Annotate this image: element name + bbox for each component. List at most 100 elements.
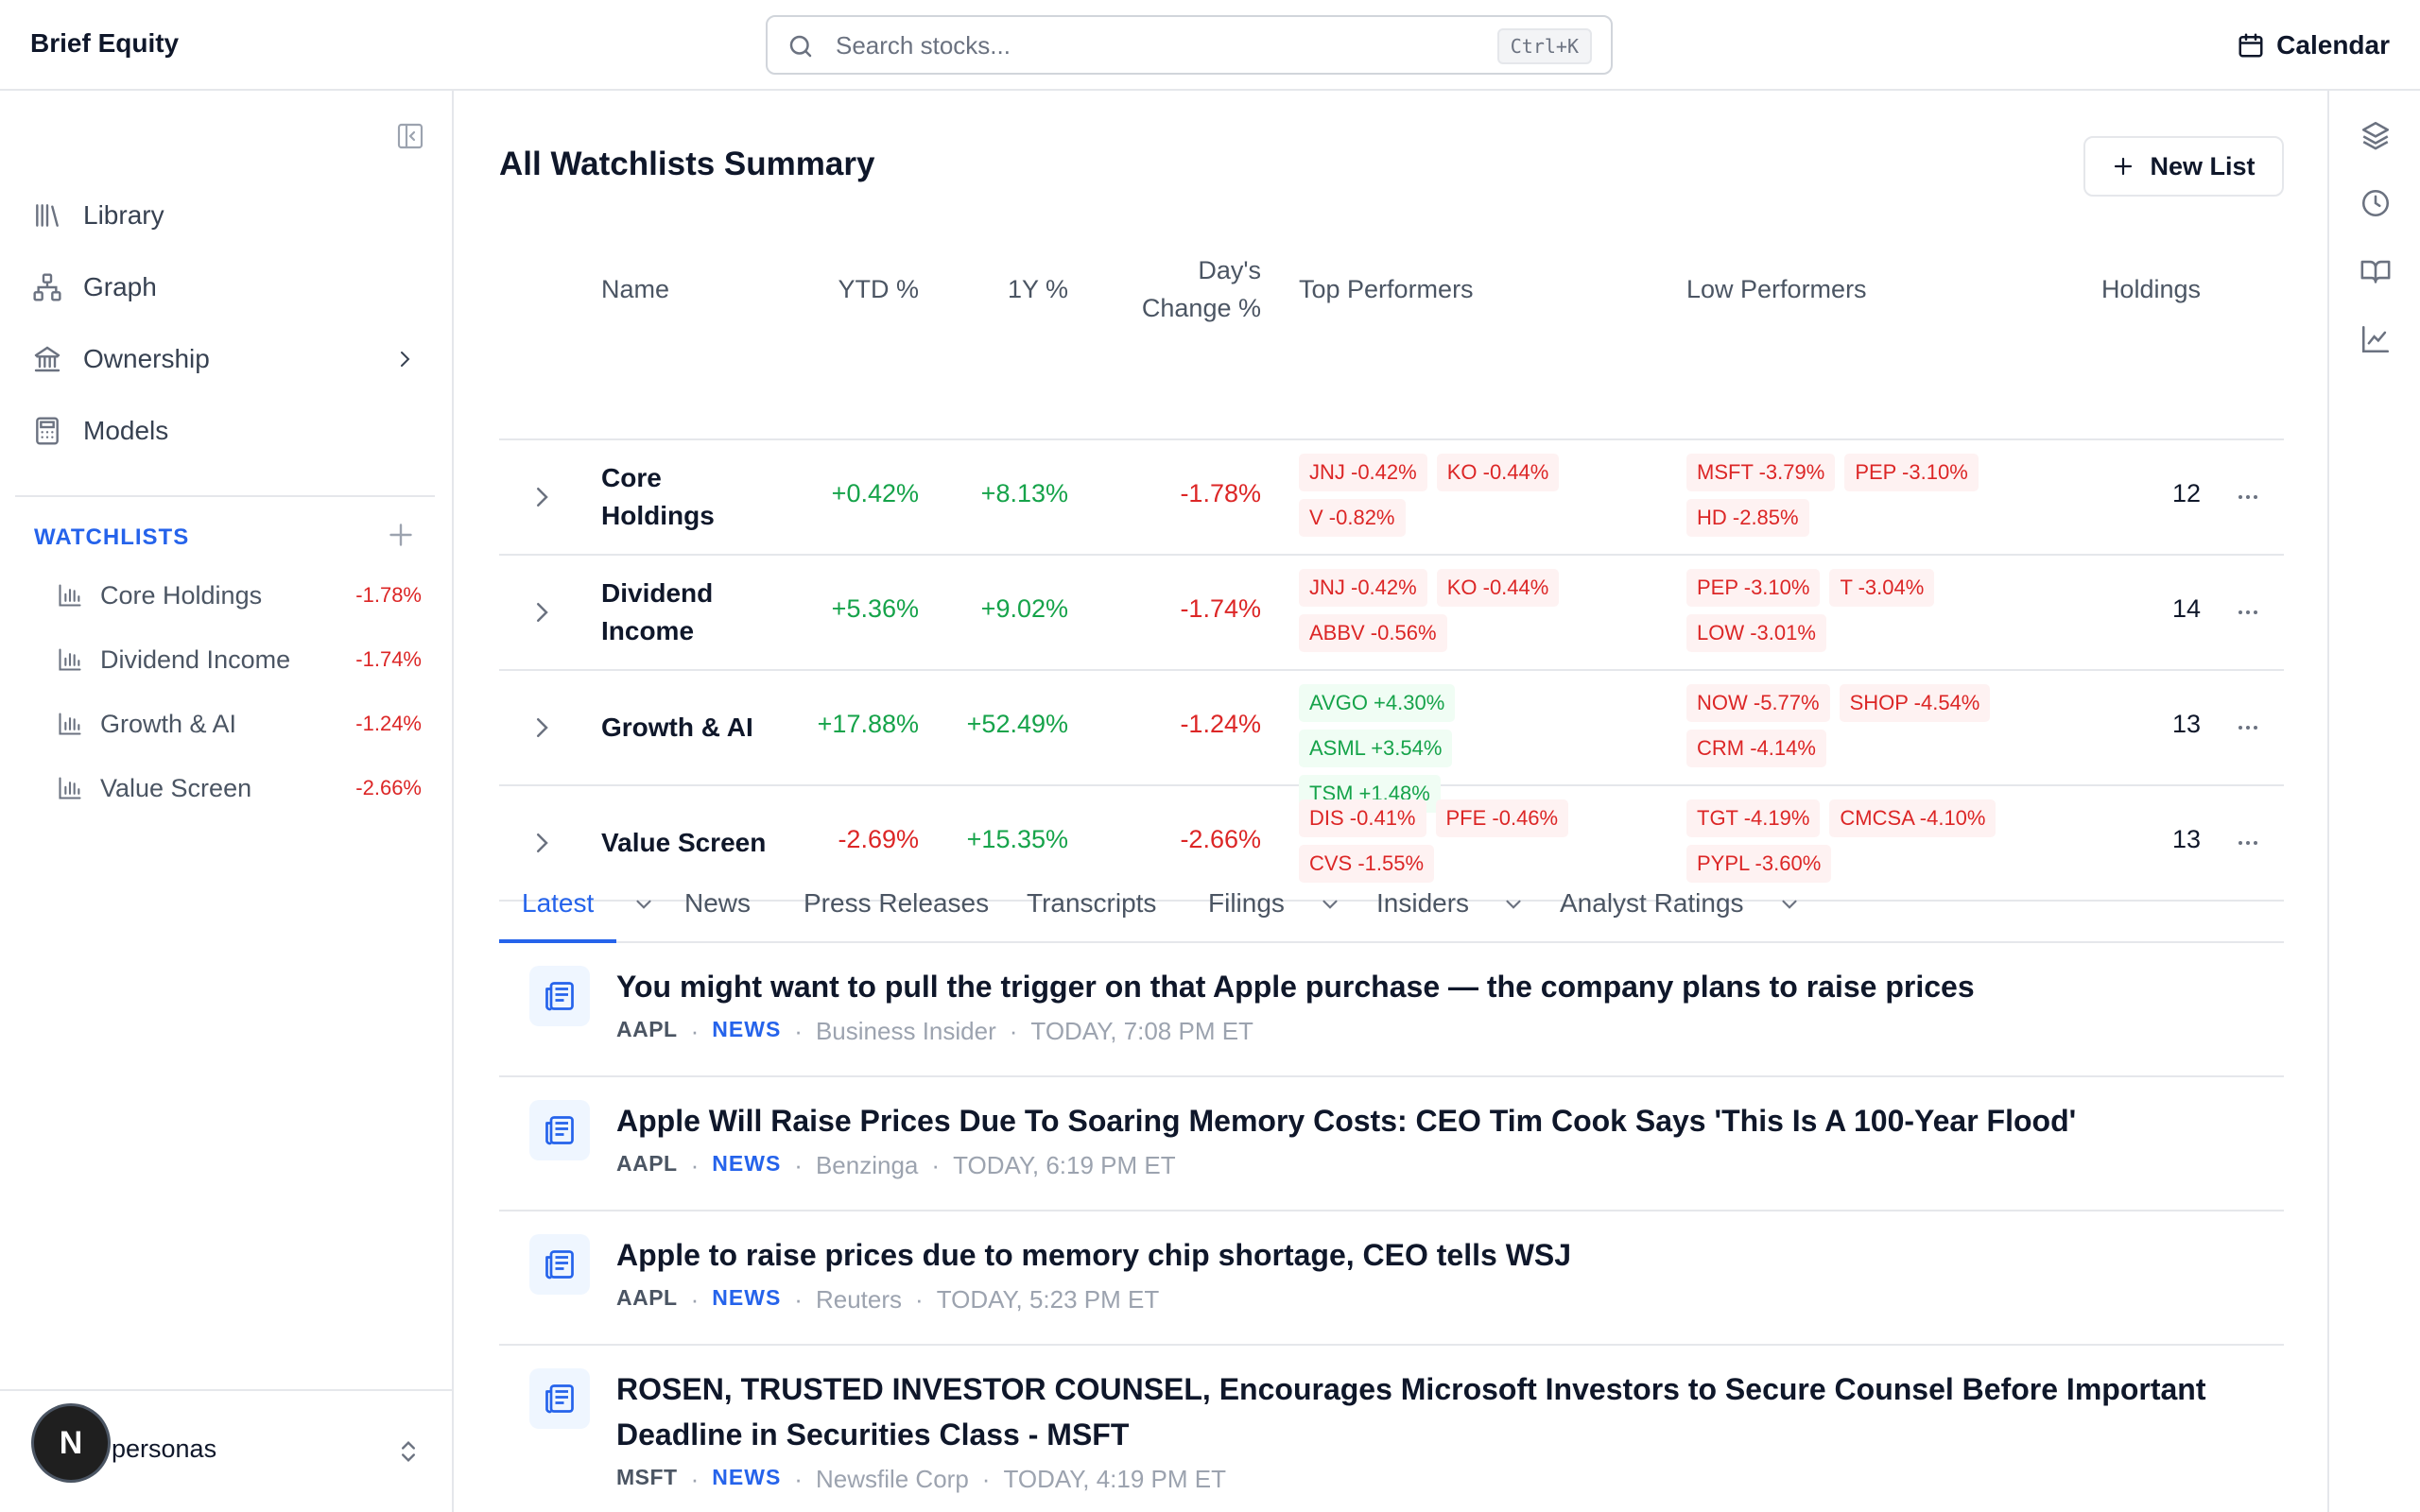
column-header-holdings[interactable]: Holdings <box>2100 275 2201 303</box>
news-ticker[interactable]: AAPL <box>616 1151 678 1176</box>
news-ticker[interactable]: MSFT <box>616 1465 678 1489</box>
layers-icon[interactable] <box>2360 119 2392 151</box>
sidebar-item-graph[interactable]: Graph <box>32 261 429 314</box>
more-options-icon[interactable] <box>2233 482 2263 512</box>
calendar-button[interactable]: Calendar <box>2237 23 2390 68</box>
performer-chip[interactable]: SHOP -4.54% <box>1839 684 1991 722</box>
top-performers: JNJ -0.42% KO -0.44% ABBV -0.56% <box>1299 569 1649 652</box>
holdings-count: 14 <box>2171 594 2201 623</box>
chevron-right-icon[interactable] <box>527 483 556 511</box>
performer-chip[interactable]: PEP -3.10% <box>1686 569 1821 607</box>
chevron-down-icon[interactable] <box>631 892 656 917</box>
performer-chip[interactable]: LOW -3.01% <box>1686 614 1826 652</box>
more-options-icon[interactable] <box>2233 713 2263 743</box>
performer-chip[interactable]: CRM -4.14% <box>1686 730 1826 767</box>
performer-chip[interactable]: ASML +3.54% <box>1299 730 1453 767</box>
news-item[interactable]: Apple to raise prices due to memory chip… <box>499 1213 2284 1346</box>
watchlist-item-value-screen[interactable]: Value Screen -2.66% <box>57 762 435 815</box>
watchlist-name[interactable]: Core Holdings <box>601 459 790 535</box>
more-options-icon[interactable] <box>2233 597 2263 627</box>
performer-chip[interactable]: KO -0.44% <box>1436 454 1560 491</box>
table-row-value-screen[interactable]: Value Screen -2.69% +15.35% -2.66% DIS -… <box>499 786 2284 902</box>
search-input[interactable] <box>836 26 1478 64</box>
watchlist-name[interactable]: Growth & AI <box>601 709 809 747</box>
sidebar-item-ownership[interactable]: Ownership <box>32 333 429 386</box>
watchlist-name: Core Holdings <box>100 580 263 610</box>
performer-chip[interactable]: CMCSA -4.10% <box>1829 799 1996 837</box>
news-ticker[interactable]: AAPL <box>616 1017 678 1041</box>
watchlist-item-core-holdings[interactable]: Core Holdings -1.78% <box>57 569 435 622</box>
chevron-down-icon[interactable] <box>1501 892 1526 917</box>
tab-insiders[interactable]: Insiders <box>1376 888 1470 918</box>
performer-chip[interactable]: TGT -4.19% <box>1686 799 1821 837</box>
chevrons-up-down-icon[interactable] <box>395 1436 422 1467</box>
column-header-ytd[interactable]: YTD % <box>838 275 919 303</box>
table-row-growth-ai[interactable]: Growth & AI +17.88% +52.49% -1.24% AVGO … <box>499 671 2284 813</box>
chevron-down-icon[interactable] <box>1777 892 1802 917</box>
news-headline[interactable]: Apple to raise prices due to memory chip… <box>616 1238 1572 1272</box>
performer-chip[interactable]: ABBV -0.56% <box>1299 614 1447 652</box>
right-rail <box>2327 91 2420 1512</box>
news-ticker[interactable]: AAPL <box>616 1285 678 1310</box>
performer-chip[interactable]: KO -0.44% <box>1436 569 1560 607</box>
more-options-icon[interactable] <box>2233 828 2263 858</box>
tab-analyst-ratings[interactable]: Analyst Ratings <box>1560 888 1744 918</box>
table-row-core-holdings[interactable]: Core Holdings +0.42% +8.13% -1.78% JNJ -… <box>499 440 2284 556</box>
performer-chip[interactable]: PEP -3.10% <box>1844 454 1979 491</box>
news-headline[interactable]: ROSEN, TRUSTED INVESTOR COUNSEL, Encoura… <box>616 1372 2206 1452</box>
tab-news[interactable]: News <box>684 888 752 918</box>
clock-icon[interactable] <box>2360 187 2392 219</box>
sidebar-collapse-icon[interactable] <box>395 121 425 151</box>
news-item[interactable]: You might want to pull the trigger on th… <box>499 945 2284 1077</box>
tab-latest[interactable]: Latest <box>499 875 617 943</box>
chevron-down-icon[interactable] <box>1318 892 1342 917</box>
brand-logo[interactable]: Brief Equity <box>30 28 180 58</box>
chevron-right-icon[interactable] <box>527 713 556 742</box>
library-icon <box>36 204 59 227</box>
column-header-day-change[interactable]: Day's Change % <box>1085 251 1261 327</box>
add-watchlist-icon[interactable] <box>384 518 418 552</box>
tab-filings[interactable]: Filings <box>1208 888 1285 918</box>
performer-chip[interactable]: NOW -5.77% <box>1686 684 1830 722</box>
column-header-name[interactable]: Name <box>601 275 670 303</box>
watchlist-item-dividend-income[interactable]: Dividend Income -1.74% <box>57 633 435 686</box>
tab-press-releases[interactable]: Press Releases <box>804 888 990 918</box>
performer-chip[interactable]: AVGO +4.30% <box>1299 684 1456 722</box>
sidebar-item-models[interactable]: Models <box>32 404 429 457</box>
table-row-dividend-income[interactable]: Dividend Income +5.36% +9.02% -1.74% JNJ… <box>499 556 2284 671</box>
avatar[interactable]: N <box>34 1406 108 1480</box>
plus-icon <box>2115 157 2133 176</box>
performer-chip[interactable]: MSFT -3.79% <box>1686 454 1836 491</box>
watchlist-item-growth-ai[interactable]: Growth & AI -1.24% <box>57 697 435 750</box>
performer-chip[interactable]: T -3.04% <box>1829 569 1935 607</box>
news-headline[interactable]: Apple Will Raise Prices Due To Soaring M… <box>616 1104 2077 1138</box>
sidebar-footer-divider <box>0 1389 452 1391</box>
search-box[interactable]: Ctrl+K <box>766 15 1613 75</box>
watchlist-name[interactable]: Dividend Income <box>601 575 790 650</box>
chevron-right-icon[interactable] <box>527 829 556 857</box>
performer-chip[interactable]: DIS -0.41% <box>1299 799 1426 837</box>
performer-chip[interactable]: PYPL -3.60% <box>1686 845 1832 883</box>
news-item[interactable]: ROSEN, TRUSTED INVESTOR COUNSEL, Encoura… <box>499 1348 2284 1512</box>
sidebar-item-library[interactable]: Library <box>32 189 429 242</box>
performer-chip[interactable]: JNJ -0.42% <box>1299 569 1427 607</box>
new-list-button[interactable]: New List <box>2083 136 2284 197</box>
main-content: All Watchlists Summary New List Name YTD… <box>454 91 2327 1512</box>
performer-chip[interactable]: CVS -1.55% <box>1299 845 1435 883</box>
column-header-1y[interactable]: 1Y % <box>1007 275 1068 303</box>
performer-chip[interactable]: JNJ -0.42% <box>1299 454 1427 491</box>
news-item[interactable]: Apple Will Raise Prices Due To Soaring M… <box>499 1079 2284 1211</box>
performer-chip[interactable]: HD -2.85% <box>1686 499 1809 537</box>
separator-dot: · <box>794 1465 803 1493</box>
page-title: All Watchlists Summary <box>499 146 875 182</box>
line-chart-icon[interactable] <box>2360 323 2392 355</box>
performer-chip[interactable]: V -0.82% <box>1299 499 1406 537</box>
newspaper-icon <box>529 1100 590 1160</box>
watchlist-name[interactable]: Value Screen <box>601 824 809 862</box>
book-open-icon[interactable] <box>2360 255 2392 287</box>
persona-name[interactable]: personas <box>112 1435 217 1463</box>
performer-chip[interactable]: PFE -0.46% <box>1435 799 1569 837</box>
news-headline[interactable]: You might want to pull the trigger on th… <box>616 970 1975 1004</box>
chevron-right-icon[interactable] <box>527 598 556 627</box>
tab-transcripts[interactable]: Transcripts <box>1027 888 1157 918</box>
